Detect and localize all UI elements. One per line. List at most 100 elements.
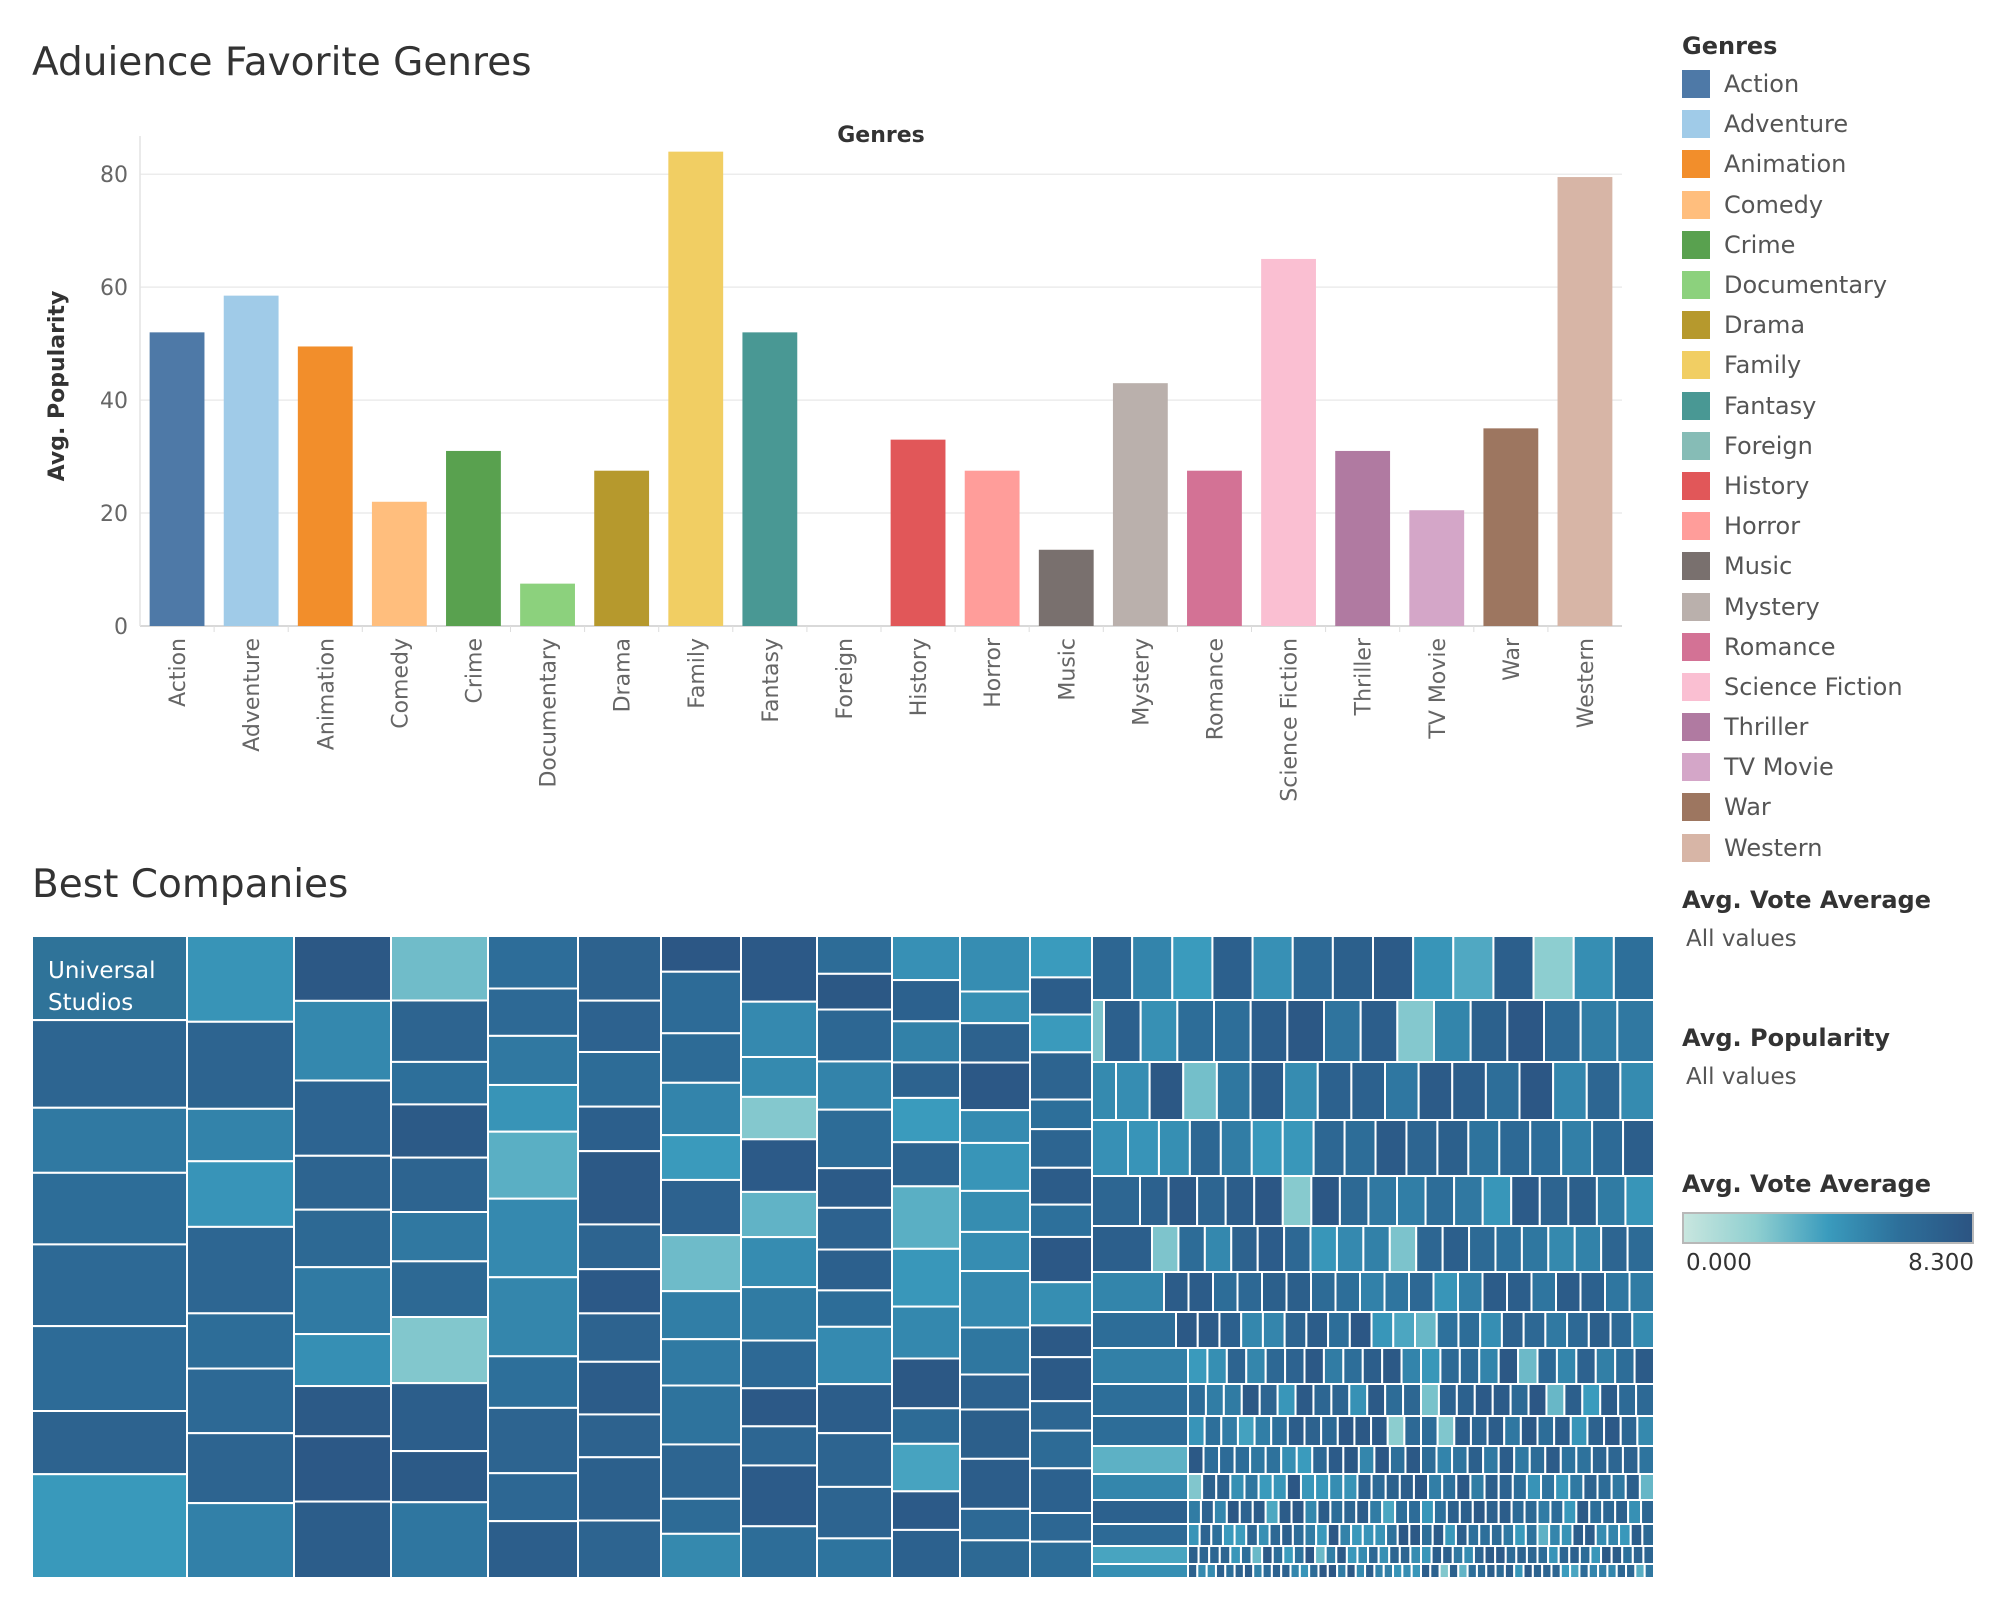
treemap-cell[interactable]	[1308, 1563, 1320, 1579]
treemap-cell[interactable]	[1582, 1473, 1599, 1501]
treemap-cell[interactable]	[1311, 1445, 1329, 1475]
treemap-cell[interactable]	[1569, 1415, 1589, 1447]
treemap-cell[interactable]	[1091, 1119, 1129, 1177]
treemap-cell[interactable]	[1286, 999, 1326, 1063]
legend-item[interactable]: Comedy	[1682, 185, 1992, 225]
treemap-cell[interactable]	[1472, 1545, 1486, 1565]
treemap-cell[interactable]	[487, 1355, 579, 1409]
treemap-cell[interactable]	[1455, 1383, 1476, 1417]
treemap-cell[interactable]	[1250, 1545, 1264, 1565]
treemap-cell[interactable]	[1436, 1415, 1456, 1447]
treemap-cell[interactable]	[1176, 999, 1216, 1063]
treemap-cell[interactable]	[660, 1234, 742, 1293]
treemap-cell[interactable]	[1315, 1523, 1329, 1547]
treemap-cell[interactable]	[1230, 1225, 1259, 1273]
treemap-cell[interactable]	[1522, 1311, 1547, 1349]
treemap-cell[interactable]	[1519, 1415, 1539, 1447]
treemap-cell[interactable]	[1294, 1383, 1315, 1417]
treemap-cell[interactable]	[1373, 1445, 1391, 1475]
treemap-cell[interactable]	[1589, 1545, 1603, 1565]
treemap-cell[interactable]	[1451, 1545, 1465, 1565]
treemap-cell[interactable]	[1249, 1061, 1286, 1121]
treemap-cell[interactable]	[1587, 1311, 1612, 1349]
treemap-cell[interactable]	[1415, 1225, 1444, 1273]
treemap-cell[interactable]	[1253, 1175, 1284, 1227]
treemap-cell[interactable]	[891, 1141, 961, 1188]
treemap-cell[interactable]	[1236, 1415, 1256, 1447]
treemap-cell[interactable]	[1261, 1311, 1286, 1349]
treemap-cell[interactable]	[1525, 1473, 1543, 1501]
treemap-cell[interactable]	[1323, 999, 1362, 1063]
treemap-cell[interactable]	[1280, 1563, 1292, 1579]
treemap-cell[interactable]	[1466, 1445, 1485, 1475]
treemap-cell[interactable]	[1473, 1383, 1494, 1417]
treemap-cell[interactable]	[1612, 935, 1656, 1001]
treemap-cell[interactable]	[1224, 1563, 1236, 1579]
treemap-cell[interactable]	[1498, 1119, 1532, 1177]
treemap-cell[interactable]	[891, 1442, 961, 1493]
legend-item[interactable]: Horror	[1682, 506, 1992, 546]
treemap-cell[interactable]	[660, 1081, 742, 1137]
treemap-cell[interactable]	[1353, 1415, 1373, 1447]
treemap-cell[interactable]	[1562, 1499, 1578, 1525]
treemap-cell[interactable]	[1029, 1467, 1093, 1515]
treemap-cell[interactable]	[1530, 1271, 1557, 1313]
bar[interactable]	[223, 295, 279, 626]
treemap-cell[interactable]	[1619, 1415, 1639, 1447]
treemap-cell[interactable]	[390, 1382, 489, 1453]
treemap-cell[interactable]	[891, 1407, 961, 1445]
treemap-cell[interactable]	[1619, 1061, 1655, 1121]
bar[interactable]	[668, 151, 724, 626]
treemap-cell[interactable]	[1529, 1119, 1563, 1177]
treemap-cell[interactable]	[1455, 1473, 1472, 1501]
treemap-cell[interactable]	[1402, 1383, 1422, 1417]
treemap-cell[interactable]	[1348, 1311, 1373, 1349]
bar[interactable]	[1187, 470, 1242, 626]
treemap-cell[interactable]	[390, 999, 489, 1063]
treemap-cell[interactable]	[1261, 1563, 1273, 1579]
treemap-cell[interactable]	[1091, 999, 1105, 1063]
treemap-cell[interactable]	[487, 1034, 579, 1086]
treemap-cell[interactable]	[1091, 1523, 1189, 1547]
treemap-cell[interactable]	[1557, 1545, 1571, 1565]
treemap-cell[interactable]	[1420, 1383, 1440, 1417]
treemap-cell[interactable]	[1575, 1347, 1597, 1385]
treemap-cell[interactable]	[1536, 1545, 1550, 1565]
treemap-cell[interactable]	[1616, 999, 1656, 1063]
treemap-cell[interactable]	[577, 1519, 662, 1579]
treemap-cell[interactable]	[1233, 1445, 1252, 1475]
treemap-cell[interactable]	[1538, 1175, 1570, 1227]
treemap-cell[interactable]	[1625, 1563, 1637, 1579]
treemap-cell[interactable]	[1536, 1347, 1558, 1385]
treemap-cell[interactable]	[1462, 1545, 1475, 1565]
treemap-cell[interactable]	[660, 1290, 742, 1341]
treemap-cell[interactable]	[293, 1500, 392, 1580]
treemap-cell[interactable]	[740, 1464, 818, 1528]
treemap-cell[interactable]	[959, 1061, 1031, 1112]
treemap-cell[interactable]	[1312, 1119, 1346, 1177]
treemap-cell[interactable]	[1541, 1563, 1553, 1579]
treemap-cell[interactable]	[1283, 1225, 1312, 1273]
filter-value[interactable]: All values	[1686, 1064, 1797, 1090]
treemap-cell[interactable]	[1606, 1563, 1618, 1579]
treemap-cell[interactable]	[1342, 1499, 1358, 1525]
treemap-cell[interactable]	[1317, 1563, 1329, 1579]
treemap-cell[interactable]	[816, 1108, 893, 1170]
treemap-cell[interactable]	[660, 935, 742, 973]
treemap-cell[interactable]	[1314, 1473, 1331, 1501]
treemap-cell[interactable]	[1250, 1119, 1284, 1177]
treemap-cell[interactable]	[660, 1532, 742, 1579]
treemap-cell[interactable]	[487, 987, 579, 1037]
treemap-cell[interactable]	[487, 1197, 579, 1279]
treemap-cell[interactable]	[740, 1000, 818, 1058]
treemap-cell[interactable]	[1290, 1499, 1306, 1525]
treemap-cell[interactable]	[660, 1178, 742, 1237]
treemap-cell[interactable]	[390, 1103, 489, 1159]
treemap-cell[interactable]	[1029, 976, 1093, 1016]
treemap-cell[interactable]	[1261, 1545, 1274, 1565]
treemap-cell[interactable]	[1229, 1545, 1242, 1565]
treemap-cell[interactable]	[1348, 1383, 1369, 1417]
treemap-cell[interactable]	[1345, 1563, 1357, 1579]
legend-item[interactable]: War	[1682, 787, 1992, 827]
treemap-cell[interactable]	[1483, 1473, 1500, 1501]
